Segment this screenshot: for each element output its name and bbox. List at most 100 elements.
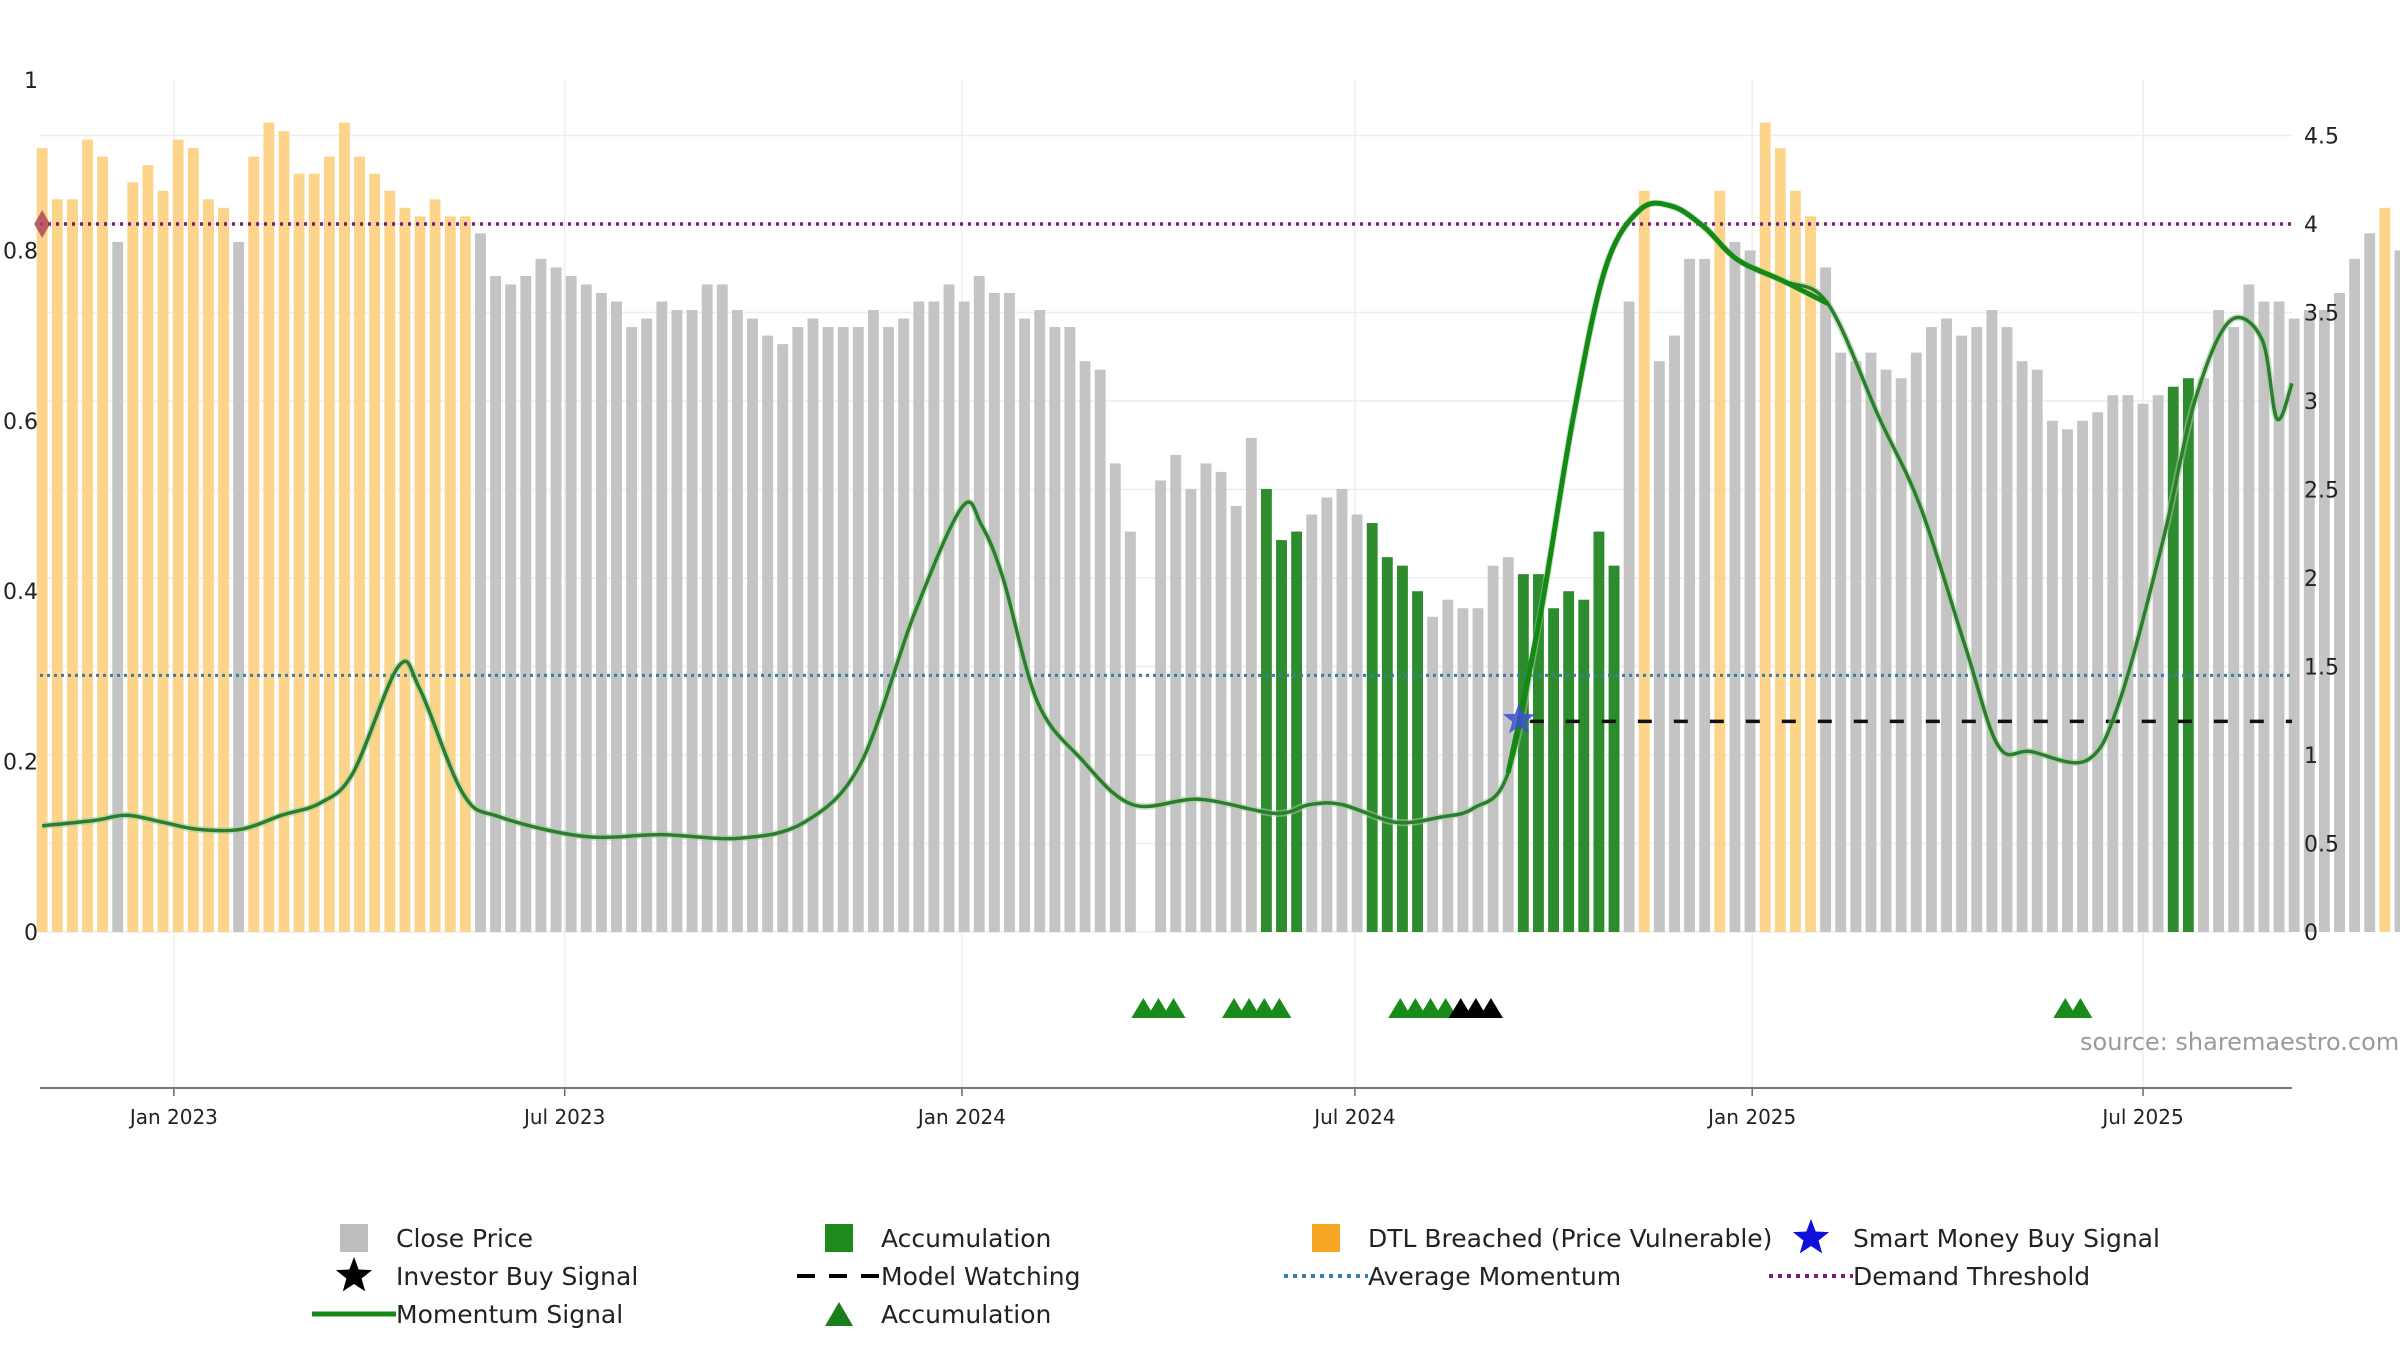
bar-close [1925,327,1937,933]
bar-close [913,301,925,932]
bar-close [580,284,592,933]
bar-acc [1578,599,1590,932]
bar-close [701,284,713,933]
bar-dtl [142,165,154,932]
bar-acc [1276,540,1287,932]
bar-close [1109,463,1121,932]
accumulation-marker [1388,998,1413,1018]
bar-dtl [218,207,229,933]
accumulation-marker [1418,998,1443,1018]
bar-dtl [354,156,365,932]
legend-item: Model Watching [797,1262,1081,1291]
bar-close [1124,531,1136,932]
bar-dtl [323,156,335,932]
bar-close [550,267,562,932]
bar-dtl [157,190,169,932]
lines-layer [40,199,2296,843]
bar-dtl [202,199,214,932]
bar-close [1155,480,1167,932]
bar-dtl [36,148,48,932]
bar-dtl [459,216,471,932]
legend-triangle-icon [825,1302,853,1326]
bar-close [1321,497,1333,932]
bar-close [1744,250,1756,932]
bar-close [1200,463,1212,932]
bar-dtl [248,156,260,932]
bar-close [1669,335,1680,933]
bar-close [2228,327,2240,933]
bar-close [490,275,502,933]
bar-close [686,310,698,932]
bar-close [1245,437,1257,932]
x-tick-label: Jul 2024 [1312,1105,1395,1129]
bar-dtl [127,182,139,933]
bar-close [671,310,683,932]
bar-acc [1517,574,1529,932]
bar-acc [1396,565,1408,932]
bar-close [2062,429,2073,932]
bar-dtl [444,216,456,932]
x-tick-label: Jan 2023 [128,1105,218,1129]
legend-swatch [1312,1224,1340,1252]
investor-buy-marker [1448,998,1473,1018]
right-tick-label: 1.5 [2304,656,2339,681]
bar-close [2001,327,2013,933]
accumulation-marker [1403,998,1428,1018]
bar-close [867,310,879,932]
legend-star-icon [1792,1219,1830,1254]
right-tick-label: 2.5 [2304,479,2339,504]
bar-dtl [338,122,350,933]
accumulation-marker [1131,998,1156,1018]
bar-acc [1563,591,1575,932]
accumulation-marker [1161,998,1186,1018]
bar-close [1986,310,1998,932]
bar-acc [1260,488,1272,932]
bar-close [943,284,955,933]
bar-dtl [1774,148,1786,932]
bar-close [1653,361,1665,932]
bar-close [2077,420,2089,932]
markers-layer [34,210,2093,1018]
bar-close [1442,599,1454,932]
bar-dtl [82,139,93,932]
bar-close [898,318,910,932]
bar-close [233,241,245,932]
accumulation-marker [1267,998,1292,1018]
bar-close [1865,352,1877,932]
bar-close [731,310,743,932]
legend-label: Demand Threshold [1853,1262,2090,1291]
bar-close [112,241,124,932]
right-tick-label: 4 [2304,213,2318,238]
left-tick-label: 1 [24,69,38,94]
bar-acc [1412,591,1423,932]
bar-close [1880,369,1892,932]
bar-acc [1381,557,1393,932]
bar-acc [1533,574,1544,932]
accumulation-marker [1252,998,1277,1018]
bar-close [535,258,547,932]
bar-acc [1291,531,1303,932]
bar-close [1034,310,1046,932]
bar-acc [1366,523,1378,932]
investor-buy-marker [1463,998,1488,1018]
bar-close [2198,378,2209,932]
bar-close [1019,318,1031,932]
bar-close [1170,454,1182,932]
bar-dtl [1714,190,1726,932]
bar-close [1895,378,1907,932]
legend-item: Investor Buy Signal [335,1257,638,1292]
bar-close [1729,241,1741,932]
bar-close [565,275,577,933]
bar-dtl [51,199,63,932]
bar-dtl [414,216,426,932]
bar-close [1457,608,1469,932]
right-tick-label: 4.5 [2304,125,2339,150]
bar-close [1079,361,1091,932]
bar-close [988,293,1000,932]
legend-label: Momentum Signal [396,1300,623,1329]
bar-close [2046,420,2058,932]
bar-dtl [278,131,290,932]
legend-item: Momentum Signal [312,1300,623,1329]
bar-close [2031,369,2043,932]
